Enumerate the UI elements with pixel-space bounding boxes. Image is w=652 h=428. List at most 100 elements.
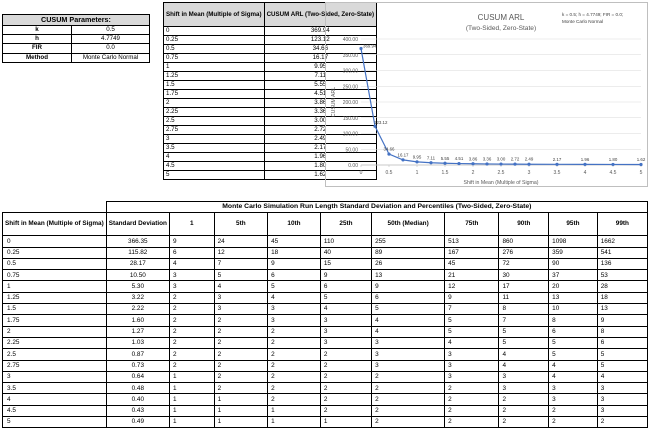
data-point — [513, 163, 516, 166]
x-tick-label: 3.5 — [554, 170, 561, 176]
mc-cell: 5 — [549, 337, 598, 348]
mc-cell: 3 — [499, 383, 549, 394]
mc-cell: 0.40 — [106, 394, 169, 405]
mc-column-header: 95th — [549, 213, 598, 236]
arl-shift-cell: 0.25 — [164, 36, 265, 45]
data-label: 1.80 — [609, 157, 618, 162]
mc-row: 1.25 3.22 2 3 4 5 6 9 11 13 18 — [3, 292, 648, 303]
mc-column-header: 25th — [320, 213, 371, 236]
mc-cell: 3 — [372, 337, 445, 348]
mc-cell: 2 — [445, 405, 499, 416]
mc-cell: 2 — [268, 360, 321, 371]
data-label: 5.55 — [441, 156, 450, 161]
mc-cell: 2 — [268, 326, 321, 337]
arl-shift-cell: 1.75 — [164, 90, 265, 99]
arl-shift-cell: 5 — [164, 171, 265, 180]
parameter-label: k — [3, 26, 72, 35]
mc-cell: 5 — [597, 349, 647, 360]
mc-cell: 2 — [445, 417, 499, 428]
mc-cell: 13 — [597, 304, 647, 315]
x-tick-label: 1 — [416, 170, 419, 176]
y-tick-label: 100.00 — [343, 132, 359, 138]
arl-shift-cell: 2.25 — [164, 108, 265, 117]
mc-cell: 10.50 — [106, 270, 169, 281]
mc-cell: 3 — [549, 394, 598, 405]
mc-cell: 2 — [445, 383, 499, 394]
mc-cell: 1.60 — [106, 315, 169, 326]
data-point — [485, 162, 488, 165]
data-label: 2.72 — [511, 157, 520, 162]
mc-cell: 15 — [320, 258, 371, 269]
mc-cell: 3 — [549, 383, 598, 394]
mc-cell: 0.73 — [106, 360, 169, 371]
mc-cell: 3 — [499, 371, 549, 382]
arl-shift-cell: 1 — [164, 63, 265, 72]
mc-cell: 2 — [169, 304, 214, 315]
mc-row: 2.5 0.87 2 2 2 2 3 3 4 5 5 — [3, 349, 648, 360]
mc-cell: 5 — [549, 349, 598, 360]
mc-cell: 5 — [3, 417, 107, 428]
mc-cell: 2 — [214, 326, 268, 337]
mc-cell: 3 — [320, 326, 371, 337]
y-tick-label: 150.00 — [343, 116, 359, 122]
data-label: 1.62 — [637, 157, 646, 162]
mc-cell: 6 — [597, 337, 647, 348]
parameter-row: k 0.5 — [3, 26, 150, 35]
mc-cell: 4 — [549, 360, 598, 371]
mc-column-header: 90th — [499, 213, 549, 236]
arl-shift-cell: 0 — [164, 27, 265, 36]
cusum-arl-chart[interactable]: 0.00 50.00 100.00 150.00 200.00 250.00 300.00 3… — [325, 2, 648, 187]
mc-cell: 2 — [214, 315, 268, 326]
corner-blank — [3, 202, 107, 213]
data-label: 3.86 — [469, 156, 478, 161]
mc-cell: 3 — [320, 315, 371, 326]
mc-column-header: Shift in Mean (Multiple of Sigma) — [3, 213, 107, 236]
mc-cell: 2 — [320, 349, 371, 360]
mc-row: 2.75 0.73 2 2 2 2 3 3 4 4 5 — [3, 360, 648, 371]
data-label: 369.94 — [363, 43, 377, 48]
mc-cell: 1 — [169, 383, 214, 394]
parameter-value: Monte Carlo Normal — [72, 53, 150, 62]
mc-row: 1.75 1.60 2 2 3 3 4 5 7 8 9 — [3, 315, 648, 326]
mc-cell: 3 — [268, 315, 321, 326]
parameter-label: Method — [3, 53, 72, 62]
mc-cell: 2 — [597, 417, 647, 428]
mc-cell: 3 — [597, 383, 647, 394]
x-tick-label: 5 — [640, 170, 643, 176]
mc-row: 2 1.27 2 2 2 3 4 5 5 6 8 — [3, 326, 648, 337]
data-label: 1.96 — [581, 157, 590, 162]
mc-cell: 2 — [169, 315, 214, 326]
mc-cell: 6 — [372, 292, 445, 303]
data-point — [639, 163, 642, 166]
mc-cell: 3 — [214, 304, 268, 315]
mc-cell: 6 — [169, 247, 214, 258]
y-tick-label: 300.00 — [343, 69, 359, 75]
mc-cell: 1.25 — [3, 292, 107, 303]
mc-cell: 5 — [597, 360, 647, 371]
mc-cell: 3 — [597, 405, 647, 416]
mc-cell: 513 — [445, 236, 499, 247]
data-point — [555, 163, 558, 166]
mc-cell: 9 — [372, 281, 445, 292]
arl-shift-cell: 2.5 — [164, 117, 265, 126]
arl-shift-cell: 3.5 — [164, 144, 265, 153]
mc-row: 0.75 10.50 3 5 6 9 13 21 30 37 53 — [3, 270, 648, 281]
mc-cell: 72 — [499, 258, 549, 269]
mc-cell: 4 — [499, 360, 549, 371]
mc-cell: 2 — [214, 383, 268, 394]
mc-cell: 4 — [597, 371, 647, 382]
mc-cell: 2 — [214, 371, 268, 382]
mc-cell: 0.43 — [106, 405, 169, 416]
data-point — [415, 160, 418, 163]
data-point — [527, 163, 530, 166]
mc-cell: 5 — [214, 270, 268, 281]
mc-cell: 4 — [214, 281, 268, 292]
y-tick-label: 50.00 — [345, 147, 358, 153]
parameter-value: 0.5 — [72, 26, 150, 35]
mc-cell: 0.48 — [106, 383, 169, 394]
x-axis-label: Shift in Mean (Multiple of Sigma) — [464, 180, 539, 186]
arl-shift-cell: 3 — [164, 135, 265, 144]
mc-cell: 2 — [372, 383, 445, 394]
mc-cell: 2 — [268, 337, 321, 348]
mc-cell: 4 — [320, 304, 371, 315]
